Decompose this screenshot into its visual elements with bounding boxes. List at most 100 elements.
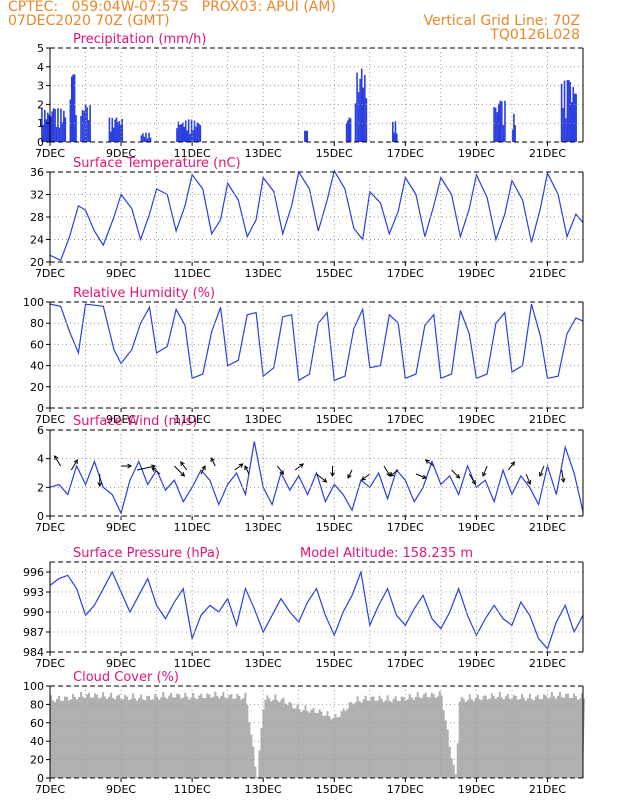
- x-tick-label: 7DEC: [35, 521, 65, 534]
- precip-bar: [196, 122, 199, 142]
- precip-bar: [513, 113, 515, 142]
- precip-bar: [192, 130, 194, 142]
- y-tick-label: 0: [37, 772, 44, 785]
- precip-bar: [73, 74, 76, 142]
- precip-bar: [364, 74, 366, 142]
- y-tick-label: 990: [23, 606, 44, 619]
- precip-bar: [563, 80, 566, 142]
- x-tick-label: 9DEC: [106, 413, 136, 426]
- precip-bar: [348, 117, 351, 142]
- precip-bar: [108, 117, 111, 142]
- x-tick-label: 13DEC: [245, 657, 282, 670]
- wind-arrow-head: [151, 467, 157, 472]
- wind-arrow: [507, 461, 515, 471]
- precip-bar: [110, 131, 112, 142]
- wind-arrow-head: [482, 471, 487, 477]
- x-tick-label: 21DEC: [529, 657, 566, 670]
- x-tick-label: 17DEC: [387, 657, 424, 670]
- y-tick-label: 0: [37, 510, 44, 523]
- precip-bar: [362, 87, 365, 142]
- precip-bar: [396, 133, 398, 142]
- wind-arrow-head: [210, 457, 215, 463]
- x-tick-label: 17DEC: [387, 521, 424, 534]
- precip-bar: [54, 109, 56, 142]
- wind-arrow-head: [127, 463, 133, 469]
- x-tick-label: 11DEC: [174, 521, 211, 534]
- precip-bar: [46, 112, 49, 142]
- x-tick-label: 21DEC: [529, 267, 566, 280]
- x-tick-label: 7DEC: [35, 413, 65, 426]
- precip-bar: [58, 127, 61, 142]
- precip-bars: [41, 68, 577, 142]
- chart-title: Surface Temperature (nC): [73, 156, 241, 171]
- precip-bar: [565, 118, 567, 142]
- y-tick-label: 40: [30, 360, 44, 373]
- precip-bar: [51, 111, 53, 142]
- wind-arrow: [468, 473, 476, 485]
- precip-bar: [496, 112, 498, 142]
- precip-bar: [306, 130, 309, 142]
- precip-bar: [193, 120, 196, 142]
- precip-bar: [562, 108, 564, 142]
- precip-bar: [121, 118, 124, 142]
- chart-title: Surface Wind (m/s): [73, 414, 197, 429]
- precip-bar: [80, 115, 82, 142]
- precip-bar: [511, 129, 514, 142]
- precip-bar: [57, 108, 59, 142]
- precip-bar: [570, 102, 573, 142]
- x-tick-label: 19DEC: [458, 657, 495, 670]
- y-tick-label: 100: [23, 680, 44, 693]
- panel-5: [46, 685, 585, 782]
- wind-arrows: [54, 455, 566, 488]
- precip-bar: [560, 83, 563, 142]
- precip-bar: [365, 98, 368, 142]
- chart-annotation: Model Altitude: 158.235 m: [300, 546, 473, 561]
- wind-arrow: [174, 465, 185, 477]
- header-vertical-grid: Vertical Grid Line: 70Z: [423, 13, 580, 29]
- precip-bar: [187, 119, 190, 142]
- wind-arrow: [451, 469, 460, 479]
- wind-arrow-head: [73, 459, 78, 465]
- x-tick-label: 13DEC: [245, 521, 282, 534]
- precip-bar: [115, 117, 118, 142]
- y-tick-label: 0: [37, 136, 44, 149]
- grid: [50, 686, 583, 778]
- precip-bar: [177, 121, 180, 142]
- y-tick-label: 1: [37, 117, 44, 130]
- wind-arrow-head: [360, 476, 366, 481]
- x-tick-label: 21DEC: [529, 783, 566, 796]
- y-tick-label: 987: [23, 626, 44, 639]
- precip-bar: [394, 121, 397, 142]
- wind-arrow: [210, 457, 216, 467]
- precip-bar: [87, 120, 90, 142]
- y-tick-label: 996: [23, 566, 44, 579]
- precip-bar: [572, 86, 575, 142]
- grid: [50, 302, 583, 408]
- precip-bar: [41, 108, 43, 142]
- precip-bar: [176, 128, 178, 142]
- x-tick-label: 11DEC: [174, 413, 211, 426]
- precip-bar: [494, 107, 497, 142]
- precip-bar: [183, 126, 186, 142]
- precip-bar: [142, 133, 144, 142]
- series-line: [49, 169, 584, 262]
- x-tick-label: 13DEC: [245, 147, 282, 160]
- precip-bar: [86, 107, 88, 142]
- panel-0: [41, 47, 584, 146]
- y-tick-label: 80: [30, 317, 44, 330]
- wind-arrow: [482, 465, 488, 477]
- grid: [50, 172, 583, 262]
- wind-arrow-head: [510, 461, 516, 467]
- x-tick-label: 19DEC: [458, 267, 495, 280]
- precip-bar: [69, 99, 72, 142]
- x-tick-label: 15DEC: [316, 267, 353, 280]
- precip-bar: [356, 72, 358, 142]
- precip-bar: [357, 92, 360, 142]
- x-tick-label: 13DEC: [245, 413, 282, 426]
- wind-arrow-head: [180, 472, 186, 477]
- precip-bar: [84, 104, 87, 142]
- precip-bar: [347, 120, 349, 142]
- cloud-cover-area: [50, 691, 585, 778]
- precip-bar: [63, 110, 65, 142]
